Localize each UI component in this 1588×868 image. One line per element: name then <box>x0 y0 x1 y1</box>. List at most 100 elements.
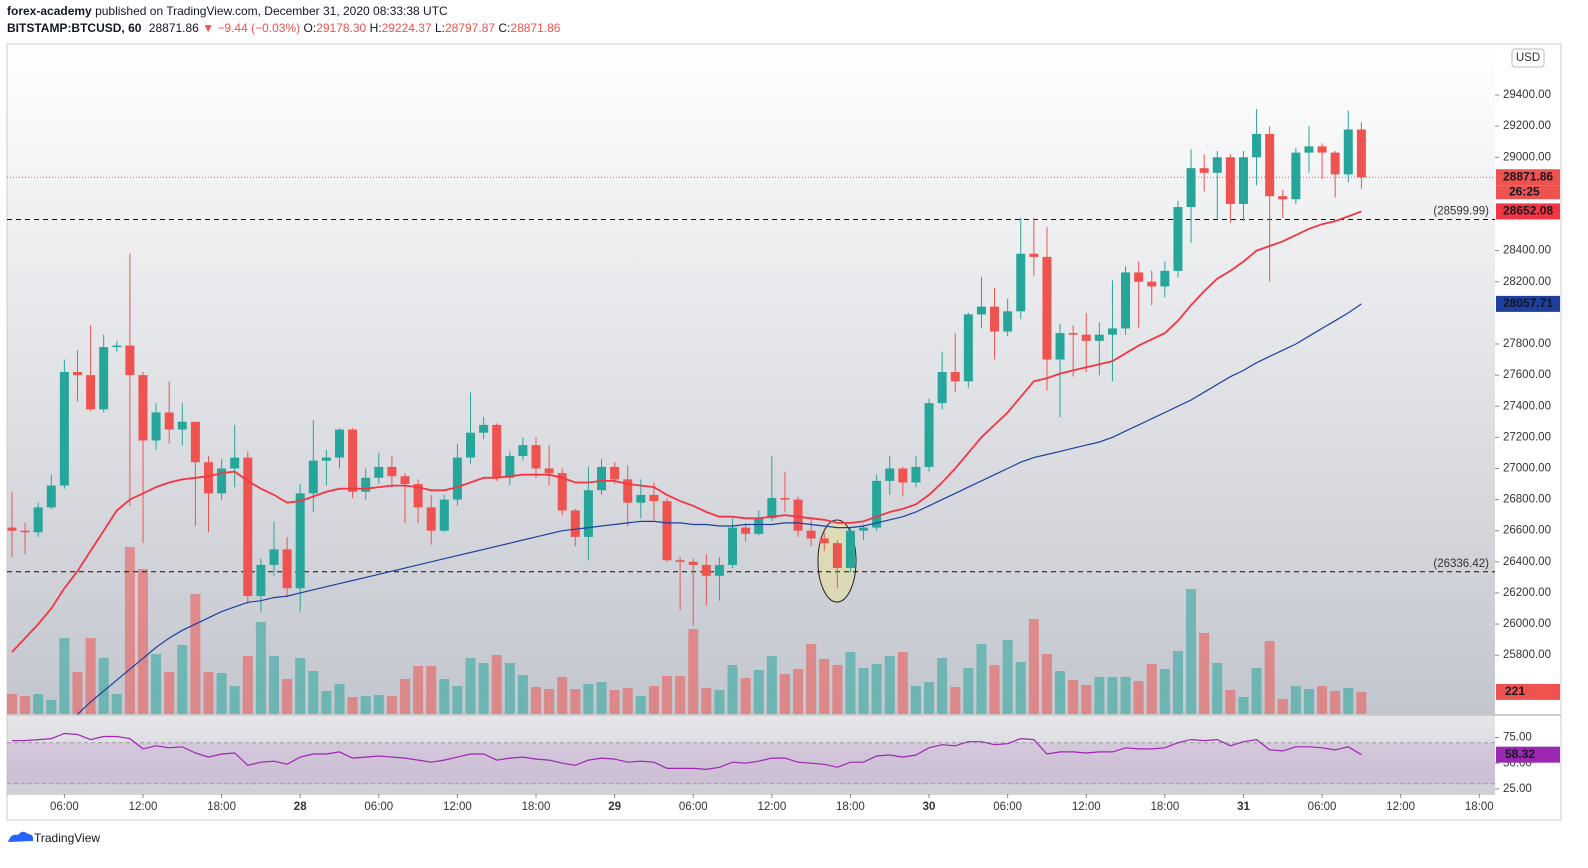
candle-body <box>898 468 908 483</box>
price-tag <box>1496 203 1560 220</box>
y-tick-label: 28200.00 <box>1503 276 1551 288</box>
candle-body <box>1238 157 1248 204</box>
header-line: forex-academy published on TradingView.c… <box>7 4 448 18</box>
candle-body <box>400 476 410 485</box>
volume-bar <box>1055 671 1066 714</box>
candle-body <box>7 527 17 531</box>
volume-bar <box>963 668 974 714</box>
volume-bar <box>531 687 542 714</box>
level-label: (28599.99) <box>1433 206 1489 218</box>
price-tag <box>1496 295 1560 312</box>
volume-bar <box>596 682 607 714</box>
price-tag <box>1496 169 1560 186</box>
candle-body <box>256 564 266 597</box>
y-tick-label: 26000.00 <box>1503 618 1551 630</box>
volume-bar <box>517 675 528 714</box>
candle-body <box>885 468 895 481</box>
candle-body <box>990 306 1000 332</box>
volume-bar <box>282 679 293 714</box>
candle-body <box>46 485 56 508</box>
x-tick-label: 06:00 <box>1308 801 1337 813</box>
candle-body <box>1330 152 1340 175</box>
candle-body <box>190 421 200 463</box>
candle-body <box>374 466 384 478</box>
volume-bar <box>701 688 712 714</box>
volume-bar <box>1212 663 1223 714</box>
symbol-line: BITSTAMP:BTCUSD, 60 28871.86 ▼ −9.44 (−0… <box>7 21 561 35</box>
y-tick-label: 27400.00 <box>1503 400 1551 412</box>
candle-body <box>701 564 711 576</box>
volume-bar <box>819 659 830 714</box>
x-tick-label: 29 <box>608 801 621 813</box>
candle-body <box>1252 133 1262 158</box>
candle-body <box>1291 152 1301 200</box>
x-tick-label: 30 <box>923 801 936 813</box>
candle-body <box>426 507 436 531</box>
countdown-tag <box>1496 185 1560 200</box>
candle-body <box>1199 168 1209 173</box>
volume-tag-label: 221 <box>1505 684 1525 698</box>
volume-bar <box>334 684 345 714</box>
volume-bar <box>85 638 96 714</box>
candle-body <box>1304 146 1314 153</box>
volume-bar <box>740 678 751 714</box>
x-tick-label: 06:00 <box>50 801 79 813</box>
candle-body <box>348 429 358 492</box>
rsi-tick-label: 75.00 <box>1503 732 1532 744</box>
volume-bar <box>675 676 686 714</box>
x-tick-label: 06:00 <box>993 801 1022 813</box>
volume-bar <box>753 670 764 714</box>
volume-bar <box>59 638 70 714</box>
candle-body <box>112 345 122 348</box>
volume-bar <box>622 688 633 714</box>
volume-bar <box>1172 651 1183 714</box>
candle-body <box>557 473 567 511</box>
candle-body <box>1212 157 1222 173</box>
volume-bar <box>413 666 424 714</box>
volume-bar <box>1303 689 1314 714</box>
candle-body <box>963 314 973 382</box>
volume-bar <box>1133 681 1144 714</box>
x-tick-label: 12:00 <box>129 801 158 813</box>
candle-body <box>623 479 633 503</box>
candle-body <box>1147 281 1157 287</box>
volume-bar <box>1120 677 1131 714</box>
candle-body <box>1094 334 1104 341</box>
volume-bar <box>1225 690 1236 714</box>
volume-bar <box>203 672 214 714</box>
candle-body <box>950 371 960 382</box>
ohlc-key: L: <box>435 21 445 35</box>
volume-bar <box>504 663 515 714</box>
volume-bar <box>806 644 817 714</box>
volume-bar <box>177 645 188 714</box>
volume-bar <box>439 679 450 714</box>
candle-body <box>859 527 869 531</box>
y-tick-label: 26400.00 <box>1503 556 1551 568</box>
y-tick-label: 26800.00 <box>1503 494 1551 506</box>
volume-bar <box>662 676 673 714</box>
candle-body <box>33 507 43 533</box>
change: ▼ −9.44 (−0.03%) <box>202 21 300 35</box>
candle-body <box>125 345 135 376</box>
candle-body <box>282 549 292 589</box>
candle-body <box>872 480 882 528</box>
candle-body <box>636 494 646 503</box>
volume-bar <box>465 658 476 714</box>
candle-body <box>295 493 305 589</box>
candle-body <box>243 457 253 597</box>
candle-body <box>308 460 318 494</box>
candle-body <box>1356 129 1366 178</box>
price-tag-label: 28652.08 <box>1503 204 1553 218</box>
volume-bar <box>937 658 948 714</box>
candle-body <box>86 375 96 410</box>
y-tick-label: 29200.00 <box>1503 120 1551 132</box>
candle-body <box>845 530 855 569</box>
candle-body <box>1121 272 1131 329</box>
candle-body <box>164 412 174 430</box>
volume-bar <box>1199 633 1210 714</box>
candle-body <box>1107 328 1117 335</box>
candle-body <box>1016 253 1026 312</box>
price-pane <box>7 44 1495 714</box>
author: forex-academy <box>7 4 92 18</box>
volume-bar <box>229 686 240 714</box>
